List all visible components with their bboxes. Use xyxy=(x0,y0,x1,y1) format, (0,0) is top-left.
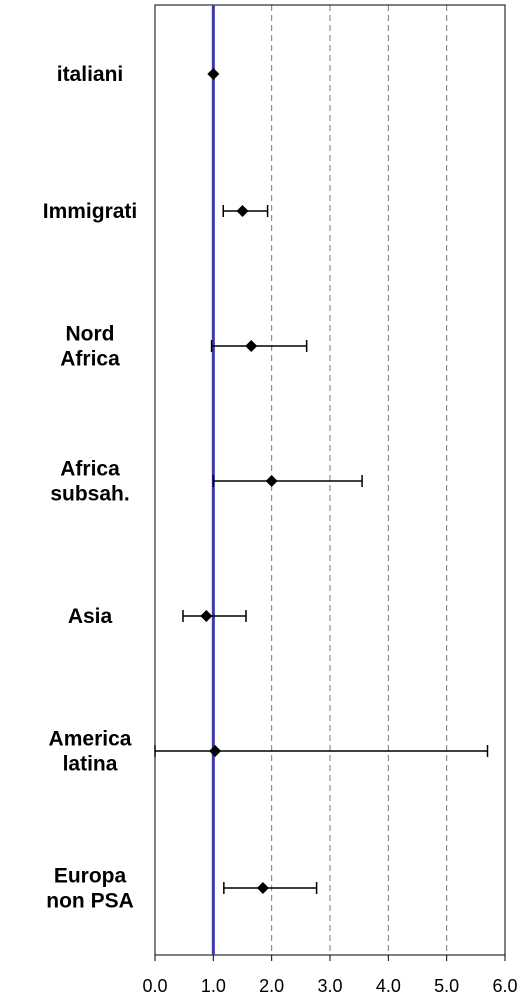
point-estimate-marker xyxy=(209,745,222,757)
category-row xyxy=(207,68,220,80)
point-estimate-marker xyxy=(265,475,278,487)
x-axis-ticks: 0.0 1.0 2.0 3.0 4.0 5.0 6.0 xyxy=(142,955,518,996)
category-labels: italianiImmigratiNordAfricaAfricasubsah.… xyxy=(43,63,138,913)
category-row xyxy=(223,882,318,894)
category-label: Nord xyxy=(66,323,115,346)
x-tick-label: 4.0 xyxy=(376,976,401,996)
category-row xyxy=(154,745,489,757)
x-tick-label: 5.0 xyxy=(434,976,459,996)
category-row xyxy=(222,205,269,217)
point-estimate-marker xyxy=(207,68,220,80)
point-estimate-marker xyxy=(245,340,258,352)
data-marks xyxy=(154,68,489,894)
category-row xyxy=(210,340,308,352)
category-row xyxy=(182,610,247,622)
category-label: America xyxy=(49,728,132,751)
point-estimate-marker xyxy=(236,205,249,217)
category-label: latina xyxy=(63,753,118,776)
x-tick-label: 2.0 xyxy=(259,976,284,996)
category-label: italiani xyxy=(57,63,124,86)
category-label: Africa xyxy=(60,458,120,481)
grid-lines xyxy=(212,5,448,955)
x-tick-label: 0.0 xyxy=(142,976,167,996)
x-tick-label: 6.0 xyxy=(492,976,517,996)
category-label: Immigrati xyxy=(43,200,138,223)
point-estimate-marker xyxy=(256,882,269,894)
category-row xyxy=(212,475,363,487)
category-label: Europa xyxy=(54,865,127,888)
x-tick-label: 1.0 xyxy=(201,976,226,996)
category-label: non PSA xyxy=(46,890,134,913)
x-tick-label: 3.0 xyxy=(317,976,342,996)
category-label: Asia xyxy=(68,605,113,628)
category-label: Africa xyxy=(60,348,120,371)
category-label: subsah. xyxy=(50,483,129,506)
point-estimate-marker xyxy=(200,610,213,622)
